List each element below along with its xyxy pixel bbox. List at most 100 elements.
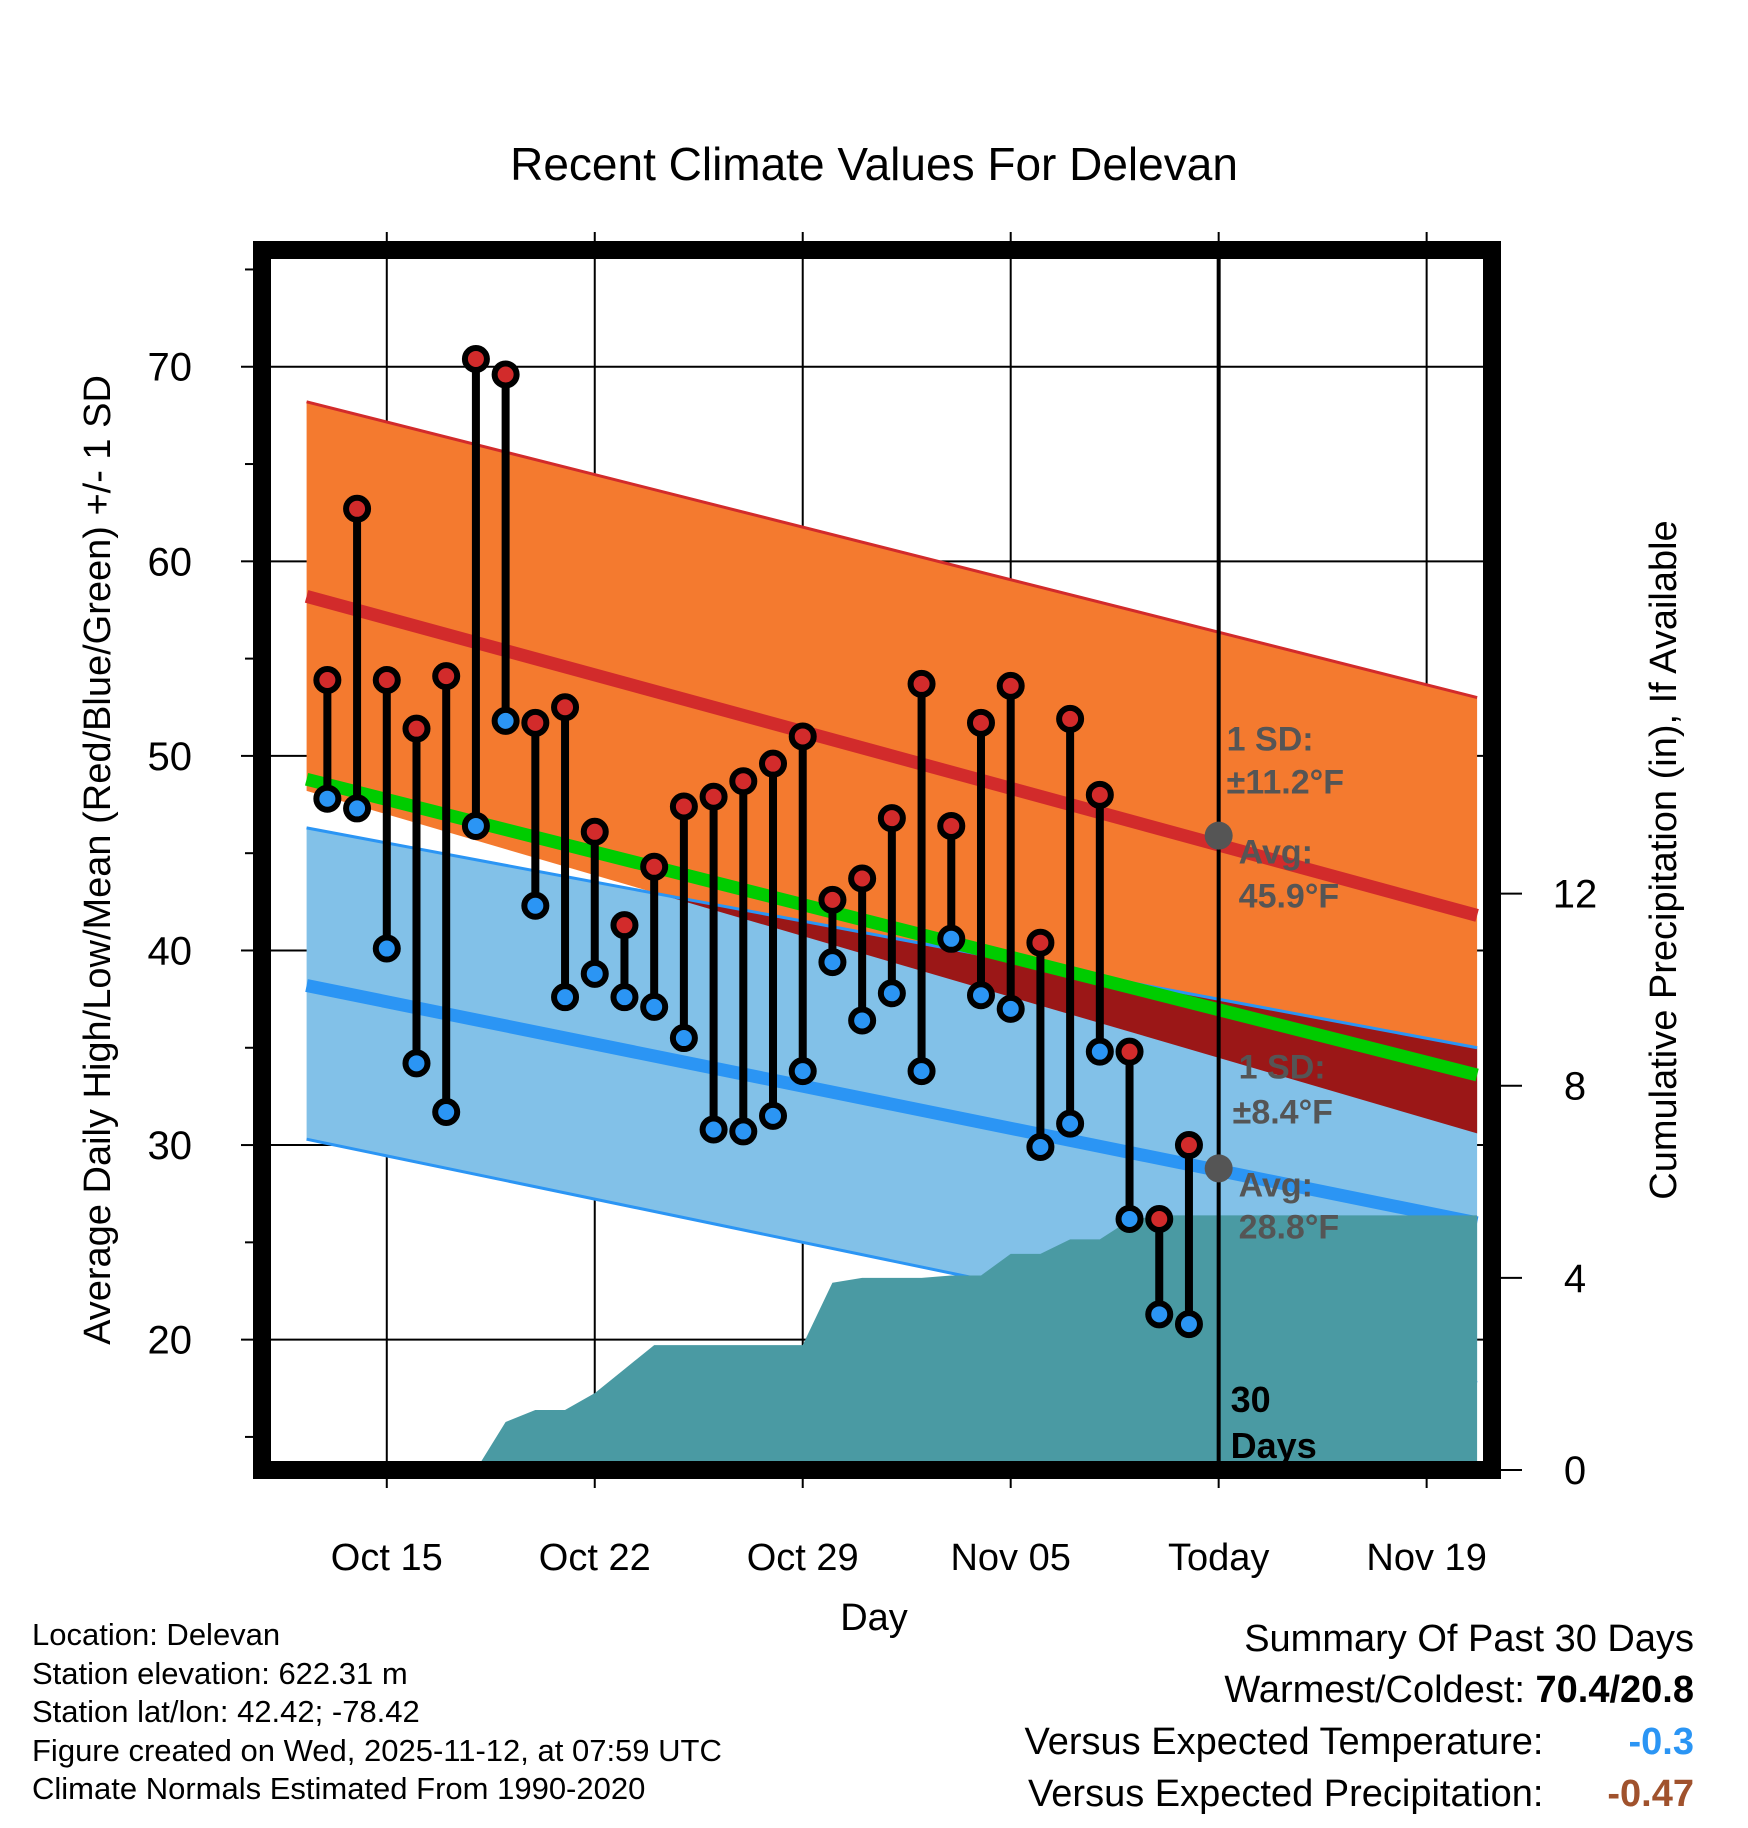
x-tick-label: Today: [1168, 1537, 1269, 1579]
x-tick-label: Nov 05: [950, 1537, 1070, 1579]
summary-panel: Summary Of Past 30 Days Warmest/Coldest:…: [1025, 1614, 1694, 1820]
daily-high-marker: [669, 792, 698, 821]
high-sd-value: ±11.2°F: [1227, 764, 1344, 802]
daily-high-marker: [551, 693, 580, 722]
precip-label: Versus Expected Precipitation:: [1028, 1773, 1544, 1815]
daily-low-marker: [699, 1115, 728, 1144]
daily-high-marker: [818, 885, 847, 914]
daily-high-marker: [461, 344, 490, 373]
daily-low-marker: [818, 948, 847, 977]
precip-value: -0.47: [1607, 1773, 1694, 1815]
daily-low-marker: [996, 994, 1025, 1023]
warmest-label: Warmest/Coldest:: [1224, 1669, 1525, 1711]
daily-low-marker: [1115, 1204, 1144, 1233]
normals-text: Climate Normals Estimated From 1990-2020: [32, 1771, 646, 1806]
low-average-line: [305, 979, 1479, 1230]
daily-low-marker: [580, 959, 609, 988]
daily-low-marker: [937, 924, 966, 953]
daily-high-marker: [372, 666, 401, 695]
daily-low-marker: [432, 1097, 461, 1126]
y-tick-label: 70: [148, 346, 193, 390]
daily-high-marker: [729, 767, 758, 796]
daily-low-marker: [521, 891, 550, 920]
temp-value: -0.3: [1628, 1721, 1694, 1763]
daily-high-marker: [937, 811, 966, 840]
daily-high-marker: [432, 662, 461, 691]
daily-low-marker: [372, 934, 401, 963]
daily-low-marker: [1085, 1037, 1114, 1066]
daily-high-marker: [966, 708, 995, 737]
daily-low-marker: [1026, 1133, 1055, 1162]
daily-low-marker: [343, 794, 372, 823]
y-tick-label: 20: [148, 1319, 193, 1363]
daily-high-marker: [699, 782, 728, 811]
y2-tick-label: 12: [1553, 873, 1598, 917]
daily-low-marker: [313, 784, 342, 813]
high-avg-label: Avg:: [1239, 834, 1313, 872]
y2-tick-label: 8: [1564, 1065, 1586, 1109]
daily-high-marker: [996, 671, 1025, 700]
low-avg-label: Avg:: [1239, 1166, 1313, 1204]
daily-high-marker: [313, 666, 342, 695]
station-info: Location: Delevan Station elevation: 622…: [32, 1616, 722, 1809]
plot-frame: [253, 241, 1501, 1479]
daily-low-marker: [491, 706, 520, 735]
x-tick-label: Oct 29: [747, 1537, 859, 1579]
x-tick-label: Nov 19: [1366, 1537, 1486, 1579]
summary-precip-row: Versus Expected Precipitation: -0.47: [1025, 1768, 1694, 1820]
daily-high-marker: [788, 722, 817, 751]
chart-title: Recent Climate Values For Delevan: [510, 138, 1238, 190]
x-tick-label: Oct 22: [539, 1537, 651, 1579]
daily-low-marker: [877, 979, 906, 1008]
y-tick-label: 40: [148, 929, 193, 973]
daily-low-marker: [1145, 1300, 1174, 1329]
daily-high-marker: [580, 817, 609, 846]
today-high-average-marker: [1204, 821, 1233, 850]
daily-low-marker: [640, 992, 669, 1021]
daily-high-marker: [1026, 928, 1055, 957]
annotations: 1 SD: ±11.2°F Avg: 45.9°F 1 SD: ±8.4°F Avg: 28.…: [1204, 721, 1344, 1466]
summary-warmest-row: Warmest/Coldest: 70.4/20.8: [1025, 1664, 1694, 1716]
low-sd-label: 1 SD:: [1239, 1048, 1326, 1086]
daily-low-marker: [966, 981, 995, 1010]
today-days-number: 30: [1231, 1379, 1271, 1420]
daily-high-marker: [1056, 704, 1085, 733]
daily-high-marker: [343, 494, 372, 523]
daily-high-marker: [1174, 1131, 1203, 1160]
data-marks: [313, 250, 1221, 1470]
daily-low-marker: [788, 1057, 817, 1086]
daily-low-marker: [669, 1024, 698, 1053]
daily-low-marker: [461, 811, 490, 840]
high-sd-band: [306, 401, 1478, 1134]
daily-low-marker: [907, 1057, 936, 1086]
daily-high-marker: [402, 714, 431, 743]
daily-low-marker: [759, 1101, 788, 1130]
daily-high-marker: [610, 911, 639, 940]
summary-title: Summary Of Past 30 Days: [1244, 1618, 1694, 1660]
created-text: Figure created on Wed, 2025-11-12, at 07…: [32, 1732, 722, 1768]
daily-low-marker: [1056, 1109, 1085, 1138]
low-avg-value: 28.8°F: [1239, 1208, 1340, 1246]
latlon-text: Station lat/lon: 42.42; -78.42: [32, 1694, 420, 1729]
y-tick-label: 60: [148, 540, 193, 584]
y-tick-label: 50: [148, 735, 193, 779]
daily-high-marker: [759, 749, 788, 778]
daily-low-marker: [1174, 1310, 1203, 1339]
daily-high-marker: [877, 804, 906, 833]
low-sd-value: ±8.4°F: [1233, 1093, 1333, 1131]
daily-low-marker: [729, 1117, 758, 1146]
location-text: Location: Delevan: [32, 1617, 281, 1652]
daily-high-marker: [521, 708, 550, 737]
temp-label: Versus Expected Temperature:: [1024, 1721, 1544, 1763]
summary-temp-row: Versus Expected Temperature: -0.3: [1025, 1716, 1694, 1768]
elevation-text: Station elevation: 622.31 m: [32, 1655, 408, 1691]
y2-tick-label: 0: [1564, 1449, 1586, 1493]
today-low-average-marker: [1204, 1154, 1233, 1183]
daily-high-marker: [1085, 780, 1114, 809]
today-days-label: Days: [1231, 1425, 1317, 1466]
daily-low-marker: [402, 1049, 431, 1078]
high-avg-value: 45.9°F: [1239, 878, 1340, 916]
x-axis-label: Day: [840, 1597, 908, 1639]
y-axis-label: Average Daily High/Low/Mean (Red/Blue/Gr…: [77, 375, 119, 1345]
